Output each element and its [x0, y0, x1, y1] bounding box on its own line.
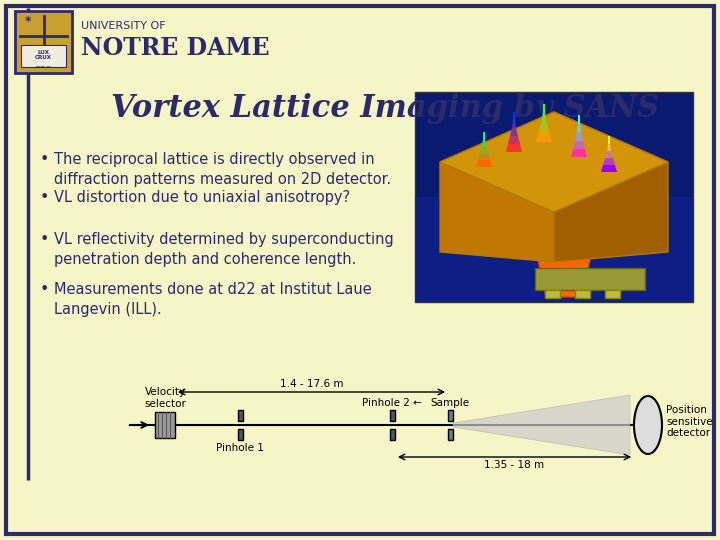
Bar: [390, 410, 395, 421]
Text: VL reflectivity determined by superconducting
penetration depth and coherence le: VL reflectivity determined by supercondu…: [54, 232, 394, 267]
Polygon shape: [534, 242, 594, 297]
Text: Vortex Lattice Imaging by SANS: Vortex Lattice Imaging by SANS: [111, 92, 659, 124]
Polygon shape: [510, 128, 518, 136]
Text: 1.4 - 17.6 m: 1.4 - 17.6 m: [280, 379, 343, 389]
Polygon shape: [607, 144, 611, 151]
Text: ~~~: ~~~: [35, 64, 53, 70]
FancyBboxPatch shape: [15, 11, 72, 73]
Polygon shape: [578, 115, 580, 124]
Text: LUX
CRUX: LUX CRUX: [35, 50, 52, 60]
Polygon shape: [605, 151, 613, 158]
Bar: [415, 197, 693, 302]
Ellipse shape: [634, 396, 662, 454]
Bar: [238, 429, 243, 440]
Polygon shape: [540, 120, 548, 127]
Bar: [21, 45, 66, 67]
Polygon shape: [601, 165, 617, 172]
Bar: [448, 410, 453, 421]
Text: UNIVERSITY OF: UNIVERSITY OF: [81, 21, 166, 31]
Bar: [125, 342, 685, 480]
Bar: [238, 410, 243, 421]
Text: 1.35 - 18 m: 1.35 - 18 m: [485, 460, 544, 470]
Bar: [448, 429, 453, 440]
Text: Measurements done at d22 at Institut Laue
Langevin (ILL).: Measurements done at d22 at Institut Lau…: [54, 282, 372, 317]
Polygon shape: [603, 158, 615, 165]
Polygon shape: [577, 124, 581, 132]
Polygon shape: [440, 112, 554, 262]
Bar: [415, 92, 693, 302]
Polygon shape: [476, 160, 492, 167]
Polygon shape: [512, 120, 516, 128]
Polygon shape: [483, 132, 485, 139]
Polygon shape: [573, 141, 585, 149]
Text: VL distortion due to uniaxial anisotropy?: VL distortion due to uniaxial anisotropy…: [54, 190, 350, 205]
Polygon shape: [513, 112, 515, 120]
Polygon shape: [482, 139, 486, 146]
Polygon shape: [554, 112, 668, 262]
Polygon shape: [571, 149, 587, 157]
Text: Position
sensitive
detector: Position sensitive detector: [666, 405, 713, 438]
Polygon shape: [453, 395, 630, 455]
Bar: [605, 290, 620, 298]
Polygon shape: [575, 132, 583, 141]
Text: Velocity
selector: Velocity selector: [144, 387, 186, 409]
Polygon shape: [538, 127, 550, 135]
Bar: [535, 268, 645, 290]
Polygon shape: [440, 112, 668, 212]
Text: •: •: [40, 152, 50, 167]
Text: •: •: [40, 190, 50, 205]
Bar: [575, 290, 590, 298]
Text: Pinhole 2 ←: Pinhole 2 ←: [362, 398, 422, 408]
FancyBboxPatch shape: [6, 6, 714, 534]
Text: The reciprocal lattice is directly observed in
diffraction patterns measured on : The reciprocal lattice is directly obser…: [54, 152, 391, 187]
Polygon shape: [543, 104, 545, 112]
Text: Pinhole 1: Pinhole 1: [216, 443, 264, 453]
Text: •: •: [40, 232, 50, 247]
Polygon shape: [480, 146, 488, 153]
Text: •: •: [40, 282, 50, 297]
Polygon shape: [542, 112, 546, 120]
Polygon shape: [536, 135, 552, 142]
Text: *: *: [24, 16, 31, 29]
Polygon shape: [508, 136, 520, 144]
Bar: [155, 412, 175, 438]
Polygon shape: [608, 136, 610, 144]
Text: Sample: Sample: [431, 398, 469, 408]
Polygon shape: [506, 144, 522, 152]
Polygon shape: [478, 153, 490, 160]
Bar: [545, 290, 560, 298]
Bar: [390, 429, 395, 440]
Text: NOTRE DAME: NOTRE DAME: [81, 36, 269, 60]
